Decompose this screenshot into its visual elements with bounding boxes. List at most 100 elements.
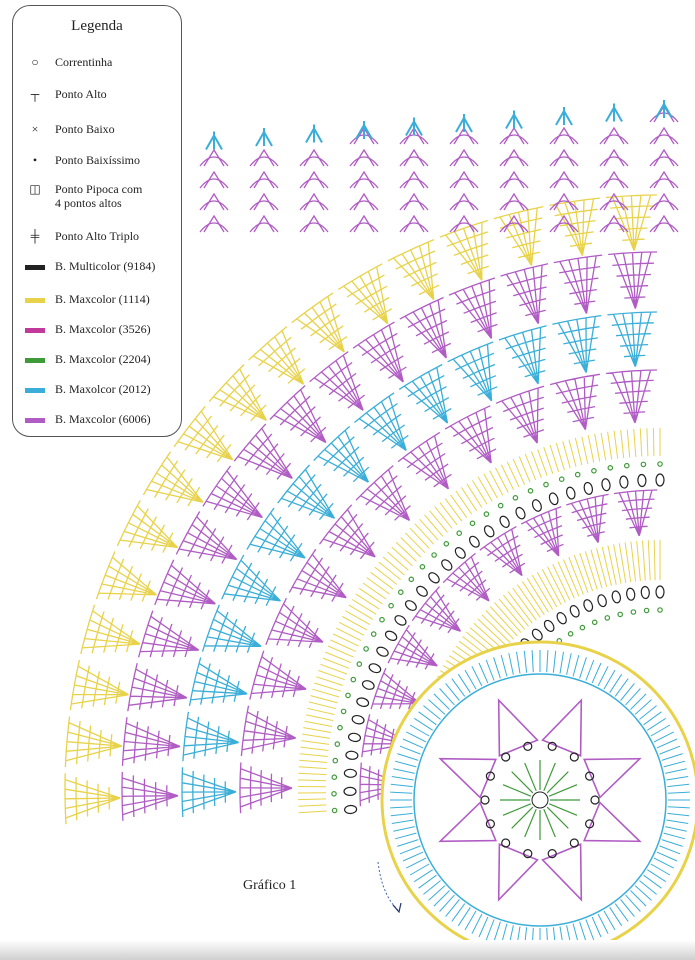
- fan-stitch: [605, 194, 657, 251]
- pipoca-stitch: [619, 475, 629, 489]
- medallion-stitch: [418, 711, 437, 726]
- medallion-stitch: [397, 753, 419, 761]
- medallion-stitch: [647, 869, 667, 883]
- column-fan: [299, 192, 329, 211]
- petal: [583, 757, 642, 799]
- column-fan: [249, 214, 279, 233]
- legend-label: Correntinha: [55, 55, 113, 69]
- medallion-stitch: [428, 885, 446, 901]
- fan-stitch: [613, 489, 658, 537]
- legend-text: Ponto Alto Triplo: [55, 229, 139, 243]
- legend-symbol: [23, 352, 47, 366]
- column-fan: [349, 214, 379, 233]
- medallion-stitch: [614, 678, 629, 697]
- column-fan: [449, 192, 479, 211]
- medallion-center: [511, 771, 534, 794]
- column-fan: [199, 192, 229, 211]
- medallion-stitch: [390, 812, 413, 817]
- pipoca-stitch: [569, 605, 580, 618]
- fan-stitch: [121, 717, 181, 766]
- medallion-stitch: [661, 839, 683, 847]
- legend-symbol: ┬: [30, 87, 40, 101]
- medallion-stitch: [620, 899, 635, 917]
- chain-ring: [558, 476, 565, 483]
- fan-stitch: [239, 762, 293, 814]
- pipoca-stitch: [655, 585, 665, 599]
- legend-symbol: ╪: [30, 229, 40, 243]
- fan-stitch: [246, 507, 306, 562]
- medallion-stitch: [591, 662, 602, 684]
- medallion-stitch: [667, 791, 690, 794]
- fan-stitch: [269, 385, 327, 444]
- legend-label: Ponto Alto Triplo: [55, 229, 140, 243]
- legend-symbol: •: [32, 153, 38, 167]
- chain-ring: [567, 630, 574, 637]
- chain-ring: [331, 790, 337, 797]
- medallion-stitch: [634, 699, 652, 715]
- fan-stitch: [606, 369, 657, 424]
- petal: [438, 801, 497, 843]
- pipoca-stitch: [404, 600, 417, 611]
- fan-stitch: [411, 586, 462, 634]
- pipoca-stitch: [565, 486, 576, 500]
- legend-label: B. Maxcolor (2204): [55, 352, 151, 366]
- fan-stitch: [479, 526, 526, 577]
- legend-label: Ponto Pipoca com: [55, 182, 143, 196]
- column-tip: [255, 128, 273, 147]
- fan-stitch: [553, 254, 603, 314]
- medallion-stitch: [391, 776, 414, 781]
- pipoca-stitch: [394, 615, 407, 626]
- chain-ring: [527, 487, 534, 494]
- legend-title: Legenda: [71, 18, 123, 34]
- fan-stitch: [549, 373, 600, 430]
- medallion-stitch: [439, 688, 455, 706]
- medallion-stitch: [609, 907, 623, 927]
- pipoca-stitch: [361, 680, 375, 690]
- legend-swatch: [25, 388, 45, 393]
- column-tip: [455, 114, 473, 133]
- column-fan: [399, 148, 429, 167]
- legend-label: Ponto Alto: [55, 87, 107, 101]
- fan-stitch: [442, 552, 491, 602]
- medallion-stitch: [439, 894, 455, 912]
- medallion-pipoca: [523, 741, 533, 752]
- fan-stitch: [95, 551, 157, 602]
- column-tip: [555, 107, 573, 126]
- fan-stitch: [352, 321, 407, 383]
- chain-ring: [334, 741, 341, 747]
- column-fan: [199, 214, 229, 233]
- column-fan: [449, 170, 479, 189]
- legend-label: Ponto Baixo: [55, 122, 115, 136]
- column-tip: [305, 124, 323, 143]
- column-fan: [199, 148, 229, 167]
- pipoca-stitch: [626, 587, 636, 601]
- chain-ring: [379, 616, 385, 623]
- column-fan: [249, 148, 279, 167]
- medallion-stitch: [413, 869, 433, 883]
- legend-text: Ponto Pipoca com 4 pontos altos: [55, 182, 142, 210]
- pipoca-stitch: [356, 697, 370, 707]
- fan-stitch: [498, 325, 547, 385]
- fan-stitch: [249, 650, 307, 700]
- fan-stitch: [173, 405, 234, 463]
- fan-stitch: [277, 464, 336, 521]
- petal: [541, 698, 583, 757]
- fan-stitch: [387, 238, 440, 301]
- chain-ring: [640, 461, 647, 468]
- legend-label: B. Maxolcor (2012): [55, 382, 151, 396]
- chain-ring: [483, 511, 490, 517]
- column-fan: [649, 192, 679, 211]
- pipoca-stitch: [543, 619, 555, 632]
- fan-stitch: [202, 465, 263, 521]
- column-fan: [299, 214, 329, 233]
- medallion-stitch: [413, 717, 433, 731]
- chain-ring: [497, 502, 504, 509]
- medallion-pipoca: [547, 741, 557, 752]
- medallion-stitch: [393, 768, 415, 774]
- chain-ring: [469, 520, 476, 527]
- fan-stitch: [387, 624, 438, 670]
- medallion-pipoca: [569, 752, 579, 762]
- chain-ring: [408, 576, 415, 583]
- fan-stitch: [566, 493, 609, 543]
- chain-ring: [657, 461, 663, 467]
